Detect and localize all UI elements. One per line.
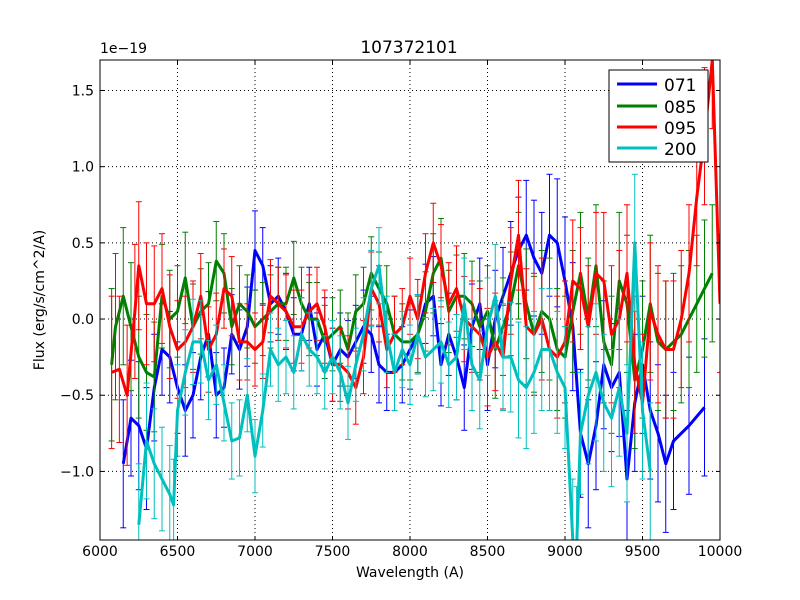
x-tick-label: 9500 bbox=[625, 544, 661, 560]
x-tick-label: 10000 bbox=[698, 544, 743, 560]
chart-title: 107372101 bbox=[360, 38, 457, 58]
x-tick-label: 8000 bbox=[392, 544, 428, 560]
series-line-095 bbox=[111, 60, 720, 405]
x-tick-label: 8500 bbox=[470, 544, 506, 560]
x-tick-label: 7000 bbox=[237, 544, 273, 560]
y-tick-label: 0.0 bbox=[72, 312, 94, 328]
series-line-200 bbox=[137, 241, 652, 540]
x-tick-label: 6500 bbox=[160, 544, 196, 560]
axis-ticks: 6000 6500 7000 7500 8000 8500 9000 9500 10000 −1.… bbox=[60, 60, 742, 560]
y-offset-label: 1e−19 bbox=[100, 41, 147, 57]
series-200 bbox=[135, 173, 654, 540]
y-tick-label: 1.5 bbox=[72, 83, 94, 99]
y-tick-label: −1.0 bbox=[60, 464, 94, 480]
x-tick-label: 7500 bbox=[315, 544, 351, 560]
x-axis-label: Wavelength (A) bbox=[356, 565, 464, 581]
y-tick-label: 0.5 bbox=[72, 236, 94, 252]
legend: 071 085 095 200 bbox=[608, 69, 709, 163]
y-tick-label: −0.5 bbox=[60, 388, 94, 404]
x-tick-label: 9000 bbox=[547, 544, 583, 560]
y-tick-label: 1.0 bbox=[72, 160, 94, 176]
x-tick-label: 6000 bbox=[82, 544, 118, 560]
legend-label-200: 200 bbox=[664, 140, 696, 160]
y-axis-label: Flux (erg/s/cm^2/A) bbox=[32, 230, 48, 370]
legend-label-071: 071 bbox=[664, 76, 696, 96]
legend-label-085: 085 bbox=[664, 98, 696, 118]
legend-label-095: 095 bbox=[664, 119, 696, 139]
